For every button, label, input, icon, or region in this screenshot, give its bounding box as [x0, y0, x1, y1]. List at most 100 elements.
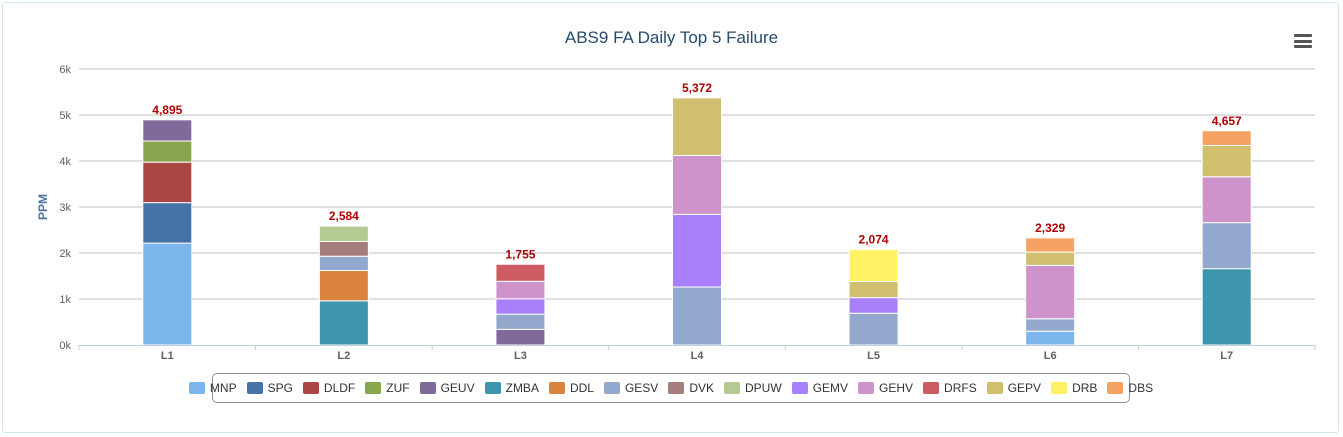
bar-segment-dvk-l2[interactable] [318, 241, 369, 257]
x-tick-label: L6 [1044, 350, 1057, 362]
bar-segment-gesv-l5[interactable] [848, 312, 899, 346]
legend-label: DLDF [323, 381, 356, 395]
y-tick-label: 6k [59, 64, 71, 76]
bar-segment-gesv-l6[interactable] [1025, 318, 1076, 332]
legend-label: DVK [689, 381, 715, 395]
legend-label: GESV [624, 381, 659, 395]
chart-legend: MNP SPG DLDF ZUF GEUV ZMBA DDL GESV DVK DPUW GEMV G… [188, 373, 1153, 403]
legend-label: GEPV [1007, 381, 1042, 395]
bar-segment-gehv-l4[interactable] [672, 154, 722, 215]
bar-segment-geuv-l1[interactable] [142, 119, 193, 142]
bar-segment-mnp-l1[interactable] [142, 242, 193, 346]
bar-segment-drb-l5[interactable] [848, 249, 899, 283]
total-data-label: 1,755 [505, 247, 535, 261]
legend-swatch [1051, 382, 1068, 394]
bar-segment-gepv-l4[interactable] [672, 97, 722, 156]
legend-swatch [603, 382, 620, 394]
chart-menu-icon[interactable] [1294, 34, 1312, 48]
legend-swatch [246, 382, 263, 394]
total-data-label: 2,074 [859, 233, 889, 247]
legend-item-gepv[interactable]: GEPV [986, 381, 1042, 395]
legend-item-mnp[interactable]: MNP [188, 381, 237, 395]
bar-segment-gehv-l6[interactable] [1025, 264, 1076, 320]
legend-label: DPUW [745, 381, 782, 395]
bar-segment-geuv-l3[interactable] [495, 328, 546, 346]
bar-segment-gemv-l5[interactable] [848, 297, 899, 314]
legend-item-zuf[interactable]: ZUF [365, 381, 410, 395]
legend-swatch [419, 382, 436, 394]
x-tick-label: L2 [337, 350, 350, 362]
total-data-label: 2,584 [329, 209, 359, 223]
bar-segment-dbs-l6[interactable] [1025, 237, 1076, 253]
bar-segment-zmba-l2[interactable] [318, 300, 369, 346]
legend-swatch [365, 382, 382, 394]
y-tick-label: 5k [59, 110, 71, 122]
bar-segment-gemv-l4[interactable] [672, 213, 722, 288]
legend-swatch [484, 382, 501, 394]
legend-item-ddl[interactable]: DDL [548, 381, 594, 395]
bar-segment-gesv-l7[interactable] [1201, 222, 1252, 270]
legend-swatch [858, 382, 875, 394]
y-tick-label: 2k [59, 248, 71, 260]
legend-item-spg[interactable]: SPG [246, 381, 293, 395]
total-data-label: 5,372 [682, 81, 712, 95]
chart-title: ABS9 FA Daily Top 5 Failure [564, 28, 779, 47]
legend-item-drb[interactable]: DRB [1051, 381, 1097, 395]
total-data-label: 4,657 [1212, 114, 1242, 128]
bar-segment-gesv-l3[interactable] [495, 313, 546, 330]
legend-swatch [923, 382, 940, 394]
legend-item-dvk[interactable]: DVK [668, 381, 714, 395]
legend-swatch [724, 382, 741, 394]
bar-segment-drfs-l3[interactable] [495, 263, 546, 282]
bar-segment-gesv-l4[interactable] [672, 286, 722, 346]
bar-segment-gepv-l6[interactable] [1025, 251, 1076, 266]
legend-swatch [188, 382, 205, 394]
bar-segment-ddl-l2[interactable] [318, 269, 369, 302]
legend-swatch [302, 382, 319, 394]
legend-item-dldf[interactable]: DLDF [302, 381, 356, 395]
legend-swatch [791, 382, 808, 394]
legend-swatch [548, 382, 565, 394]
bar-segment-zmba-l7[interactable] [1201, 268, 1252, 346]
legend-item-geuv[interactable]: GEUV [419, 381, 475, 395]
bar-segment-zuf-l1[interactable] [142, 140, 193, 163]
x-tick-label: L7 [1220, 350, 1233, 362]
bar-segment-gepv-l5[interactable] [848, 281, 899, 299]
bar-segment-gehv-l7[interactable] [1201, 176, 1252, 224]
x-tick-label: L1 [161, 350, 174, 362]
legend-label: GEMV [812, 381, 849, 395]
bar-segment-dldf-l1[interactable] [142, 161, 193, 204]
bar-segment-dbs-l7[interactable] [1201, 130, 1252, 146]
legend-swatch [986, 382, 1003, 394]
legend-item-gemv[interactable]: GEMV [791, 381, 849, 395]
legend-item-zmba[interactable]: ZMBA [484, 381, 539, 395]
y-tick-label: 3k [59, 202, 71, 214]
bar-segment-gesv-l2[interactable] [318, 255, 369, 271]
x-tick-label: L4 [691, 350, 705, 362]
legend-item-gehv[interactable]: GEHV [858, 381, 913, 395]
y-tick-label: 4k [59, 156, 71, 168]
bar-segment-gepv-l7[interactable] [1201, 144, 1252, 178]
legend-item-gesv[interactable]: GESV [603, 381, 659, 395]
legend-swatch [668, 382, 685, 394]
y-tick-label: 1k [59, 294, 71, 306]
legend-label: DRFS [944, 381, 977, 395]
bar-segment-gehv-l3[interactable] [495, 280, 546, 300]
legend-item-drfs[interactable]: DRFS [923, 381, 977, 395]
legend-item-dpuw[interactable]: DPUW [724, 381, 782, 395]
legend-label: MNP [209, 381, 237, 395]
legend-swatch [1107, 382, 1124, 394]
bar-segment-dpuw-l2[interactable] [318, 225, 369, 243]
bar-segment-mnp-l6[interactable] [1025, 330, 1076, 346]
bar-segment-spg-l1[interactable] [142, 202, 193, 244]
total-data-label: 4,895 [152, 103, 182, 117]
legend-item-dbs[interactable]: DBS [1107, 381, 1153, 395]
legend-label: GEHV [879, 381, 914, 395]
x-tick-label: L3 [514, 350, 527, 362]
legend-label: ZMBA [505, 381, 539, 395]
y-tick-label: 0k [59, 340, 71, 352]
bar-segment-gemv-l3[interactable] [495, 298, 546, 315]
legend-label: ZUF [386, 381, 410, 395]
